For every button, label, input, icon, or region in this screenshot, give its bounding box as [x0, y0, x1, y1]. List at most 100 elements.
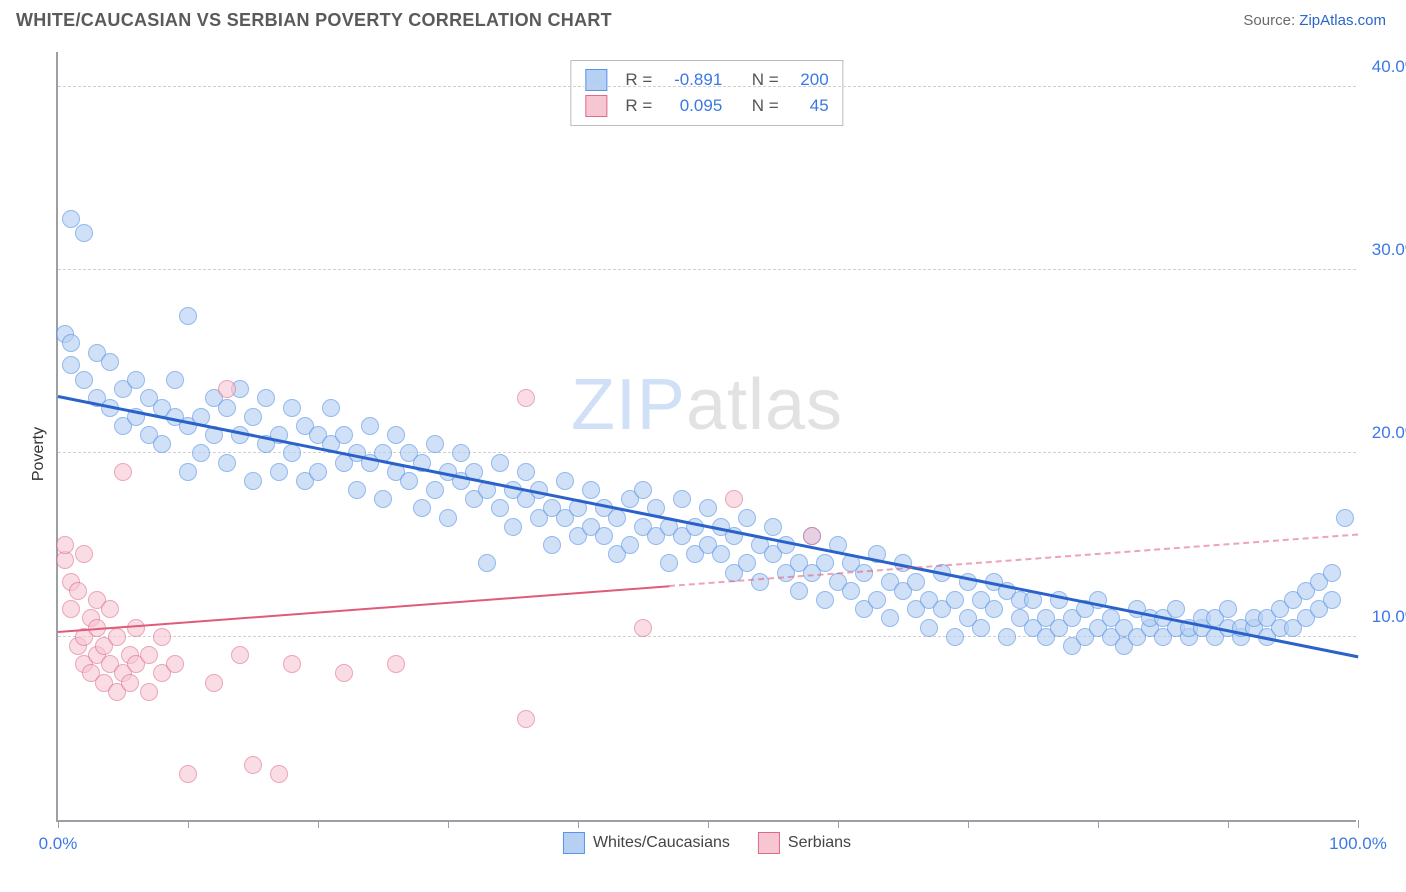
- serbians-point: [69, 582, 87, 600]
- source-attribution: Source: ZipAtlas.com: [1243, 12, 1386, 29]
- whites-point: [283, 444, 301, 462]
- whites-point: [75, 224, 93, 242]
- whites-point: [868, 591, 886, 609]
- whites-point: [816, 591, 834, 609]
- serbians-point: [725, 490, 743, 508]
- serbians-point: [218, 380, 236, 398]
- watermark: ZIPatlas: [571, 364, 843, 446]
- serbians-r-value: 0.095: [662, 93, 722, 119]
- whites-point: [543, 536, 561, 554]
- serbians-point: [140, 646, 158, 664]
- whites-point: [673, 490, 691, 508]
- gridline: [58, 452, 1356, 453]
- whites-point: [426, 481, 444, 499]
- whites-point: [62, 334, 80, 352]
- whites-point: [400, 472, 418, 490]
- whites-point: [582, 481, 600, 499]
- whites-point: [439, 509, 457, 527]
- whites-point: [764, 518, 782, 536]
- r-label: R =: [625, 67, 652, 93]
- serbians-point: [517, 710, 535, 728]
- whites-point: [179, 307, 197, 325]
- gridline: [58, 86, 1356, 87]
- whites-n-value: 200: [789, 67, 829, 93]
- whites-point: [738, 509, 756, 527]
- source-link[interactable]: ZipAtlas.com: [1299, 12, 1386, 29]
- x-tick: [708, 820, 709, 828]
- whites-point: [790, 582, 808, 600]
- x-tick: [318, 820, 319, 828]
- n-label: N =: [752, 93, 779, 119]
- whites-point: [998, 628, 1016, 646]
- whites-point: [621, 536, 639, 554]
- x-tick: [1098, 820, 1099, 828]
- whites-point: [75, 371, 93, 389]
- serbians-point: [140, 683, 158, 701]
- serbians-point: [244, 756, 262, 774]
- serbians-point: [56, 536, 74, 554]
- serbians-point: [270, 765, 288, 783]
- whites-point: [413, 499, 431, 517]
- whites-point: [1323, 564, 1341, 582]
- watermark-part1: ZIP: [571, 365, 686, 445]
- y-tick-label: 10.0%: [1372, 607, 1406, 627]
- whites-point: [348, 481, 366, 499]
- whites-point: [478, 554, 496, 572]
- whites-point: [257, 389, 275, 407]
- whites-legend-swatch: [563, 832, 585, 854]
- x-tick: [1228, 820, 1229, 828]
- whites-point: [361, 417, 379, 435]
- serbians-point: [205, 674, 223, 692]
- whites-point: [517, 463, 535, 481]
- gridline: [58, 269, 1356, 270]
- whites-point: [504, 518, 522, 536]
- x-tick-label: 0.0%: [39, 834, 78, 854]
- serbians-point: [62, 600, 80, 618]
- serbians-point: [335, 664, 353, 682]
- whites-point: [907, 573, 925, 591]
- serbians-point: [153, 628, 171, 646]
- whites-point: [387, 426, 405, 444]
- whites-point: [985, 600, 1003, 618]
- whites-point: [62, 210, 80, 228]
- whites-point: [972, 619, 990, 637]
- whites-point: [309, 463, 327, 481]
- serbians-legend-swatch: [758, 832, 780, 854]
- whites-point: [881, 609, 899, 627]
- whites-point: [283, 399, 301, 417]
- whites-point: [244, 408, 262, 426]
- whites-point: [218, 454, 236, 472]
- whites-point: [712, 545, 730, 563]
- whites-point: [491, 454, 509, 472]
- r-label: R =: [625, 93, 652, 119]
- n-label: N =: [752, 67, 779, 93]
- serbians-legend-label: Serbians: [788, 834, 851, 851]
- whites-point: [1219, 600, 1237, 618]
- whites-legend-label: Whites/Caucasians: [593, 834, 730, 851]
- whites-trendline: [58, 395, 1359, 658]
- x-tick: [1358, 820, 1359, 828]
- x-tick-label: 100.0%: [1329, 834, 1387, 854]
- whites-point: [1323, 591, 1341, 609]
- stats-legend: R =-0.891 N =200R =0.095 N =45: [570, 60, 843, 126]
- watermark-part2: atlas: [686, 365, 843, 445]
- whites-point: [322, 399, 340, 417]
- whites-point: [842, 582, 860, 600]
- y-axis-label: Poverty: [30, 427, 48, 481]
- whites-r-value: -0.891: [662, 67, 722, 93]
- serbians-point: [75, 545, 93, 563]
- serbians-point: [283, 655, 301, 673]
- serbians-point: [387, 655, 405, 673]
- whites-point: [660, 554, 678, 572]
- x-tick: [968, 820, 969, 828]
- serbians-point: [179, 765, 197, 783]
- source-prefix: Source:: [1243, 12, 1299, 29]
- whites-point: [946, 628, 964, 646]
- serbians-swatch: [585, 95, 607, 117]
- serbians-point: [101, 600, 119, 618]
- whites-point: [699, 499, 717, 517]
- serbians-point: [108, 628, 126, 646]
- serbians-point: [121, 674, 139, 692]
- serbians-legend-item: Serbians: [758, 832, 851, 854]
- series-legend: Whites/Caucasians Serbians: [563, 832, 851, 854]
